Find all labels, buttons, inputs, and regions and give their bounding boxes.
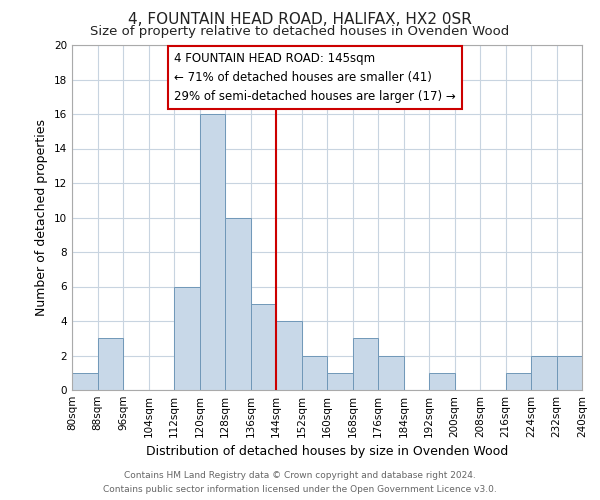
Bar [327, 373, 353, 390]
Bar [557, 356, 582, 390]
Text: 4 FOUNTAIN HEAD ROAD: 145sqm
← 71% of detached houses are smaller (41)
29% of se: 4 FOUNTAIN HEAD ROAD: 145sqm ← 71% of de… [174, 52, 456, 103]
Text: Contains HM Land Registry data © Crown copyright and database right 2024.
Contai: Contains HM Land Registry data © Crown c… [103, 472, 497, 494]
Bar [378, 356, 404, 390]
Bar [531, 356, 557, 390]
Bar [353, 338, 378, 390]
X-axis label: Distribution of detached houses by size in Ovenden Wood: Distribution of detached houses by size … [146, 446, 508, 458]
Text: 4, FOUNTAIN HEAD ROAD, HALIFAX, HX2 0SR: 4, FOUNTAIN HEAD ROAD, HALIFAX, HX2 0SR [128, 12, 472, 28]
Bar [429, 373, 455, 390]
Y-axis label: Number of detached properties: Number of detached properties [35, 119, 49, 316]
Bar [199, 114, 225, 390]
Bar [505, 373, 531, 390]
Bar [225, 218, 251, 390]
Bar [72, 373, 97, 390]
Bar [276, 321, 302, 390]
Bar [302, 356, 327, 390]
Text: Size of property relative to detached houses in Ovenden Wood: Size of property relative to detached ho… [91, 25, 509, 38]
Bar [251, 304, 276, 390]
Bar [174, 286, 199, 390]
Bar [97, 338, 123, 390]
